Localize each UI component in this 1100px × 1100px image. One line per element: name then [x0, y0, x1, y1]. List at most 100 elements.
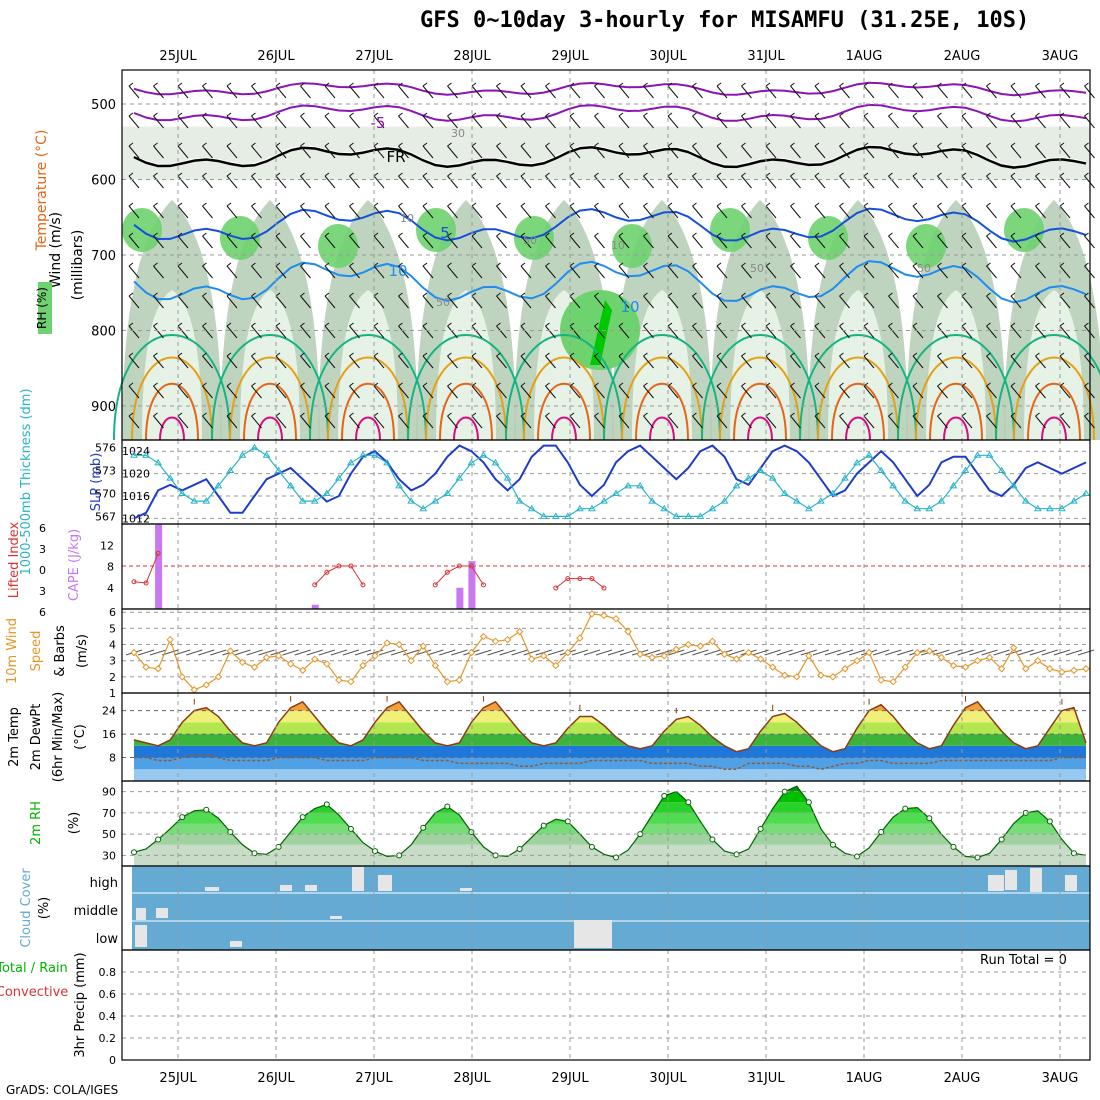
wind-barb-flag — [986, 112, 991, 117]
wind-barb-10m — [752, 649, 769, 656]
wind-ylabel: 10m Wind — [5, 618, 20, 684]
rh-point — [974, 854, 981, 861]
wind-barb — [839, 325, 850, 339]
wind-barb-flag — [765, 232, 771, 237]
slp-line — [133, 444, 1087, 520]
wind-barb-flag — [618, 292, 624, 297]
wind-barb — [937, 265, 948, 279]
wind-speed-point — [1022, 665, 1030, 673]
wind-barb-flag — [912, 202, 918, 207]
wind-speed-point — [395, 640, 403, 649]
wind-barb — [839, 295, 850, 309]
wind-speed-point — [178, 673, 186, 681]
rh-tick: 30 — [102, 849, 116, 862]
wind-barb — [667, 175, 679, 189]
wind-speed-point — [720, 650, 729, 658]
wind-barb — [569, 235, 581, 249]
wind-barb-flag — [716, 292, 722, 297]
wind-barb-flag — [1035, 232, 1040, 237]
wind-barb-flag — [520, 112, 526, 117]
wind-barb-flag — [324, 202, 330, 207]
wind-barb-flag — [790, 142, 795, 147]
wind-barb — [251, 355, 262, 369]
isotherm-loop — [341, 382, 395, 441]
wind-barb — [251, 265, 262, 279]
thickness-point — [949, 481, 958, 489]
wind-barb — [153, 175, 164, 189]
rh-tick: 70 — [102, 807, 116, 820]
wind-barb — [275, 85, 287, 99]
date-label-bottom: 30JUL — [649, 1071, 687, 1086]
wind-barb — [618, 205, 630, 219]
cape-bar — [311, 604, 319, 609]
wind-barb-flag — [275, 82, 281, 87]
wind-barb-flag — [569, 202, 575, 207]
wind-barb-flag — [986, 262, 991, 267]
wind-barb-10m — [499, 649, 516, 656]
thickness-point — [347, 458, 355, 466]
wind-speed-point — [479, 632, 488, 641]
lifted-tick: 3 — [39, 585, 46, 598]
wind-barb-flag — [251, 262, 256, 267]
wind-barb — [888, 355, 899, 369]
wind-barb — [545, 175, 556, 189]
wind-barb — [839, 85, 850, 99]
wind-barb-flag — [569, 322, 575, 327]
wind-barb-flag — [251, 292, 256, 297]
wind-barb-flag — [814, 82, 820, 87]
wind-barb-flag — [373, 142, 379, 147]
precip-tick: 0 — [109, 1054, 116, 1067]
wind-barb-flag — [790, 112, 795, 117]
wind-barb-flag — [667, 382, 673, 387]
wind-barb — [667, 265, 679, 279]
wind-barb-flag — [349, 322, 354, 327]
wind-speed-point — [250, 663, 259, 671]
wind-barb-flag — [667, 322, 673, 327]
wind-barb-flag — [1084, 412, 1089, 417]
wind-barb-flag — [177, 142, 183, 147]
wind-barb — [202, 85, 213, 99]
wind-barb-flag — [790, 412, 795, 417]
wind-barb-flag — [888, 112, 893, 117]
wind-barb-flag — [202, 352, 207, 357]
wind-barb — [128, 415, 140, 429]
wind-barb — [202, 205, 213, 219]
wind-barb-10m — [427, 649, 444, 656]
wind-barb — [520, 235, 532, 249]
wind-speed-point — [286, 660, 295, 668]
wind-barb-flag — [422, 262, 428, 267]
wind-barb — [594, 175, 605, 189]
wind-barb — [545, 115, 556, 129]
wind-barb — [471, 415, 483, 429]
wind-barb — [1010, 235, 1022, 249]
wind-barb-flag — [741, 142, 746, 147]
wind-barb — [790, 115, 801, 129]
wind-barb-flag — [618, 142, 624, 147]
wind-ylabel: Speed — [29, 631, 44, 672]
wind-barb — [447, 265, 458, 279]
thickness-point — [744, 474, 753, 481]
date-label-top: 26JUL — [257, 49, 295, 64]
cloud-block — [988, 875, 1004, 891]
wind-barb — [496, 205, 507, 219]
wind-barb-flag — [643, 352, 648, 357]
wind-barb — [422, 145, 434, 159]
wind-barb — [741, 85, 752, 99]
cape-bar — [468, 561, 476, 609]
wind-barb-flag — [667, 142, 673, 147]
wind-barb — [300, 415, 311, 429]
thickness-point — [202, 497, 211, 504]
wind-barb-flag — [447, 232, 452, 237]
wind-barb-flag — [226, 112, 232, 117]
wind-barb-flag — [643, 412, 648, 417]
wind-barb — [128, 355, 140, 369]
wind-barb — [496, 265, 507, 279]
wind-barb — [814, 175, 826, 189]
wind-barb — [471, 265, 483, 279]
wind-barb — [814, 385, 826, 399]
wind-barb-10m — [174, 649, 191, 656]
wind-barb — [912, 415, 924, 429]
date-label-top: 28JUL — [453, 49, 491, 64]
thickness-point — [756, 466, 765, 474]
thickness-point — [443, 489, 452, 496]
